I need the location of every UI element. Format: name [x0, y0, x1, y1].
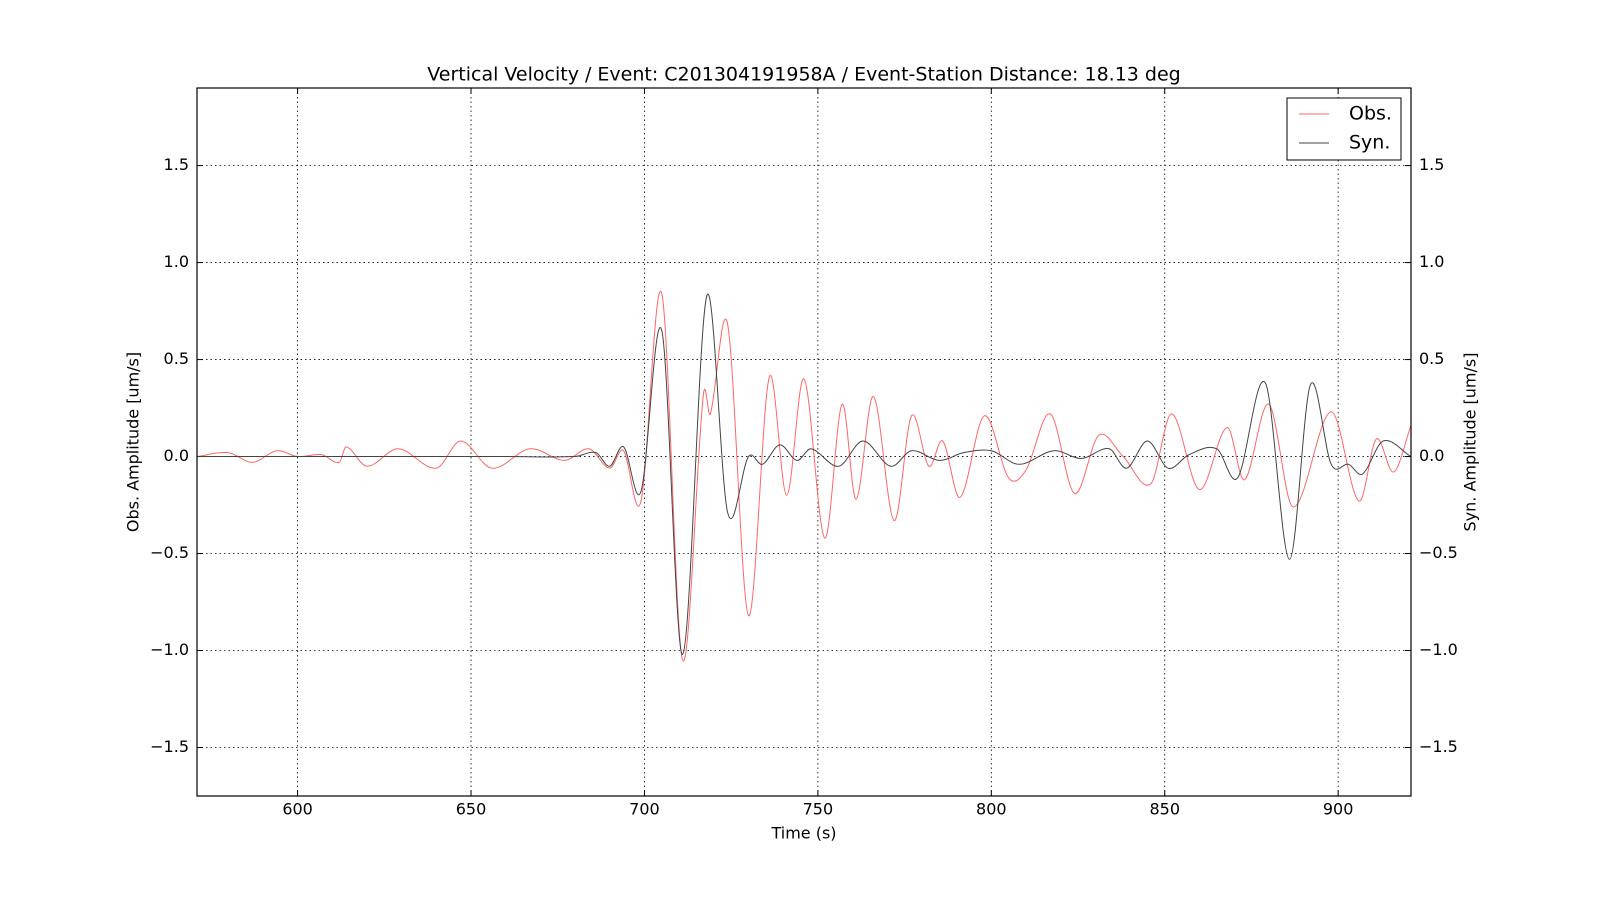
y2-tick-label: −1.5 [1419, 737, 1458, 756]
x-tick-label: 600 [282, 800, 313, 819]
y2-tick-label: 0.0 [1419, 446, 1444, 465]
y2-tick-label: −1.0 [1419, 640, 1458, 659]
y-tick-label: 0.5 [164, 349, 189, 368]
y2-axis-label: Syn. Amplitude [um/s] [1461, 353, 1480, 532]
legend-label: Syn. [1349, 132, 1390, 154]
y-tick-label: −0.5 [150, 543, 189, 562]
x-tick-label: 800 [976, 800, 1007, 819]
legend-label: Obs. [1349, 103, 1392, 125]
x-tick-label: 900 [1323, 800, 1354, 819]
x-tick-label: 750 [803, 800, 834, 819]
y-axis-label: Obs. Amplitude [um/s] [124, 352, 143, 532]
y2-tick-label: −0.5 [1419, 543, 1458, 562]
y-tick-label: −1.0 [150, 640, 189, 659]
data-line [197, 293, 1411, 655]
y-tick-label: 0.0 [164, 446, 189, 465]
legend-box [1286, 97, 1402, 161]
y-tick-label: 1.5 [164, 155, 189, 174]
y2-tick-label: 1.0 [1419, 252, 1444, 271]
x-tick-label: 700 [629, 800, 660, 819]
y2-tick-label: 1.5 [1419, 155, 1444, 174]
plot-frame [196, 87, 1412, 797]
y-tick-label: 1.0 [164, 252, 189, 271]
y2-tick-label: 0.5 [1419, 349, 1444, 368]
chart-title: Vertical Velocity / Event: C201304191958… [427, 64, 1181, 86]
x-tick-label: 650 [456, 800, 487, 819]
x-tick-label: 850 [1149, 800, 1180, 819]
x-axis-label: Time (s) [770, 824, 836, 843]
data-line [197, 290, 1411, 662]
y-tick-label: −1.5 [150, 737, 189, 756]
